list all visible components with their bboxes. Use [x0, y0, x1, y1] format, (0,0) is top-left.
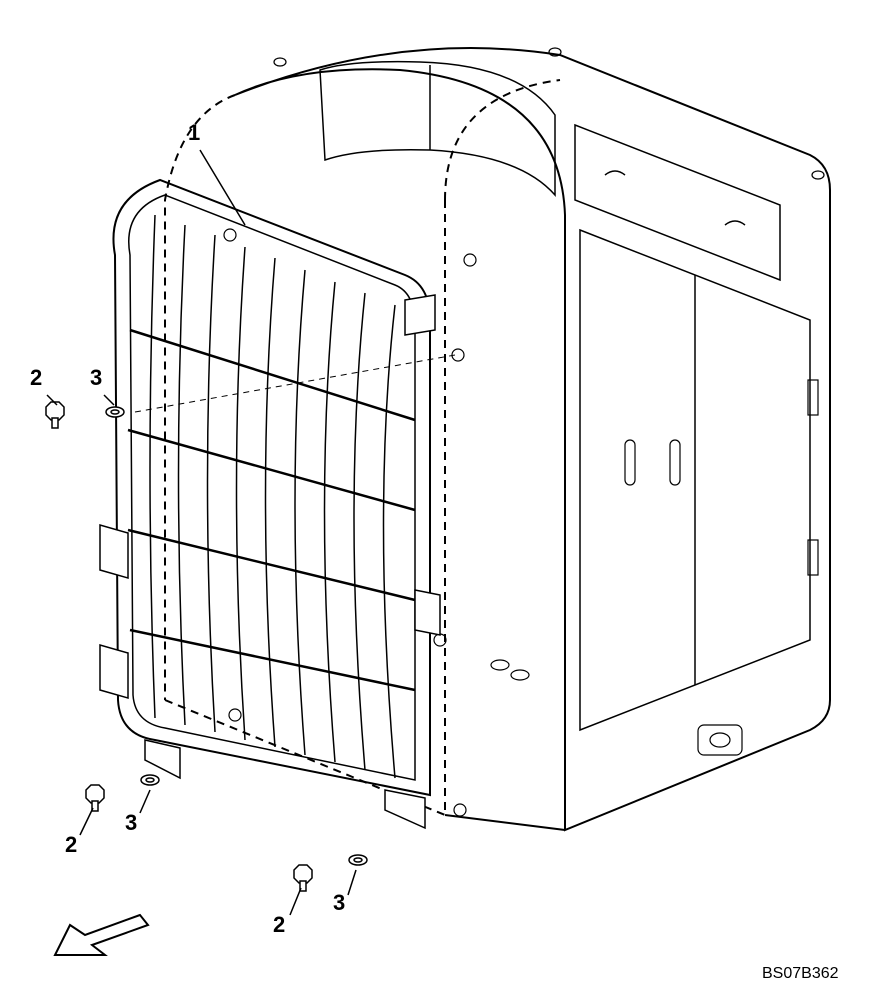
drawing-number: BS07B362: [762, 965, 839, 983]
cab-outline: [165, 48, 830, 830]
front-guard: [100, 180, 440, 828]
technical-drawing-svg: [0, 0, 880, 1000]
callout-1: 1: [188, 120, 200, 146]
callout-2-top: 2: [30, 365, 42, 391]
callout-3-bottom: 3: [333, 890, 345, 916]
callout-2-bottom: 2: [273, 912, 285, 938]
callout-3-top: 3: [90, 365, 102, 391]
diagram-container: 1 2 3 2 3 2 3 BS07B362: [0, 0, 880, 1000]
callout-2-left: 2: [65, 832, 77, 858]
direction-arrow: [55, 915, 148, 955]
callout-3-left: 3: [125, 810, 137, 836]
